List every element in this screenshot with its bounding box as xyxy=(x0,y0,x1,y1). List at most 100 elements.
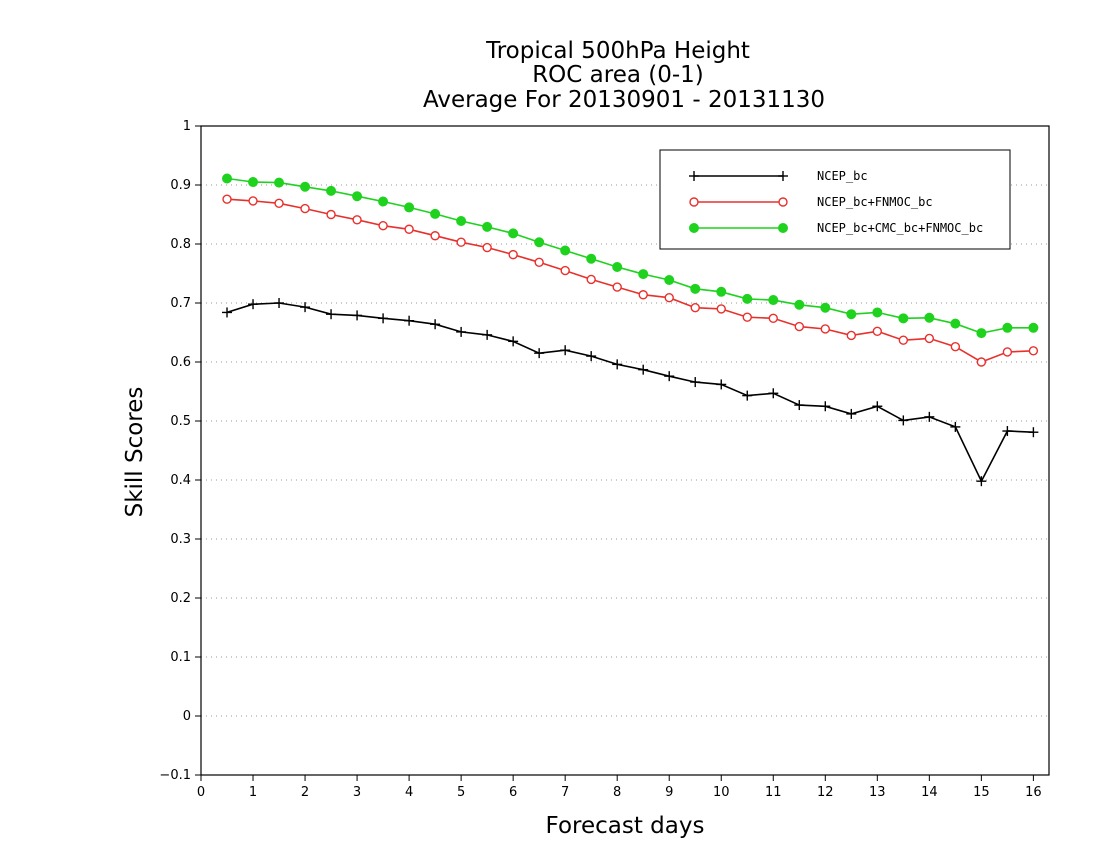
title-line-2: ROC area (0-1) xyxy=(532,62,704,88)
data-point-filled-circle xyxy=(794,299,805,310)
data-point-plus xyxy=(742,390,753,401)
x-tick-label: 14 xyxy=(921,785,938,800)
data-point-plus xyxy=(794,400,805,411)
data-point-plus xyxy=(404,315,415,326)
data-point-plus xyxy=(820,401,831,412)
legend-label: NCEP_bc+CMC_bc+FNMOC_bc xyxy=(817,221,983,235)
data-point-open-circle xyxy=(778,197,788,207)
data-point-filled-circle xyxy=(924,312,935,323)
y-tick-label: 0.5 xyxy=(170,414,191,429)
data-point-filled-circle xyxy=(378,196,389,207)
data-point-filled-circle xyxy=(222,173,233,184)
x-tick-label: 16 xyxy=(1025,785,1042,800)
x-tick-label: 6 xyxy=(509,785,517,800)
y-tick-label: 0.6 xyxy=(170,355,191,370)
x-tick-label: 13 xyxy=(869,785,886,800)
data-point-open-circle xyxy=(872,326,883,337)
data-point-plus xyxy=(950,421,961,432)
data-point-filled-circle xyxy=(638,269,649,280)
data-point-filled-circle xyxy=(404,202,415,213)
legend: NCEP_bc NCEP_bc+FNMOC_bc NCEP_bc+CMC_bc+FN… xyxy=(659,149,1011,250)
legend-entry-1: NCEP_bc xyxy=(689,169,868,183)
data-point-open-circle xyxy=(924,333,935,344)
data-point-filled-circle xyxy=(1028,322,1039,333)
data-point-plus xyxy=(638,364,649,375)
x-tick-label: 5 xyxy=(457,785,465,800)
data-point-plus xyxy=(300,302,311,313)
data-point-filled-circle xyxy=(300,181,311,192)
y-tick-label: 0.3 xyxy=(170,532,191,547)
legend-label: NCEP_bc+FNMOC_bc xyxy=(817,195,933,209)
data-point-filled-circle xyxy=(820,302,831,313)
x-tick-label: 1 xyxy=(249,785,257,800)
chart-title: Tropical 500hPa Height ROC area (0-1) Av… xyxy=(423,38,825,113)
data-point-plus xyxy=(248,299,259,310)
data-point-plus xyxy=(924,411,935,422)
y-tick-label: −0.1 xyxy=(159,768,191,783)
series-layer xyxy=(222,173,1039,487)
data-point-filled-circle xyxy=(326,185,337,196)
data-point-filled-circle xyxy=(778,223,788,233)
data-point-open-circle xyxy=(326,209,336,220)
data-point-filled-circle xyxy=(716,286,727,297)
data-point-filled-circle xyxy=(898,313,909,324)
data-point-open-circle xyxy=(222,194,232,204)
data-point-open-circle xyxy=(430,231,440,241)
data-point-plus xyxy=(456,326,467,337)
y-tick-label: 0.4 xyxy=(170,473,191,488)
legend-label: NCEP_bc xyxy=(817,169,868,183)
grid xyxy=(201,184,1049,717)
data-point-plus xyxy=(508,336,519,347)
plot-frame xyxy=(200,125,1050,776)
y-tick-label: 0.8 xyxy=(170,237,191,252)
data-point-open-circle xyxy=(820,324,830,334)
data-point-plus xyxy=(378,313,389,324)
data-point-open-circle xyxy=(1002,347,1013,357)
x-axis-label: Forecast days xyxy=(546,813,705,839)
data-point-plus xyxy=(586,351,597,362)
data-point-open-circle xyxy=(716,304,726,314)
data-point-open-circle xyxy=(846,330,857,341)
y-tick-label: 0.1 xyxy=(170,650,191,665)
data-point-filled-circle xyxy=(508,228,519,239)
data-point-open-circle xyxy=(1028,346,1039,356)
x-tick-label: 3 xyxy=(353,785,361,800)
data-point-open-circle xyxy=(689,197,699,207)
data-point-open-circle xyxy=(560,265,570,276)
data-point-plus xyxy=(326,309,337,320)
data-point-plus xyxy=(1028,427,1039,438)
data-point-filled-circle xyxy=(664,274,675,285)
data-point-plus xyxy=(689,171,699,181)
data-point-plus xyxy=(716,379,727,390)
series-3 xyxy=(222,173,1039,339)
x-tick-label: 10 xyxy=(713,785,730,800)
legend-box xyxy=(659,149,1011,250)
x-tick-label: 0 xyxy=(197,785,205,800)
data-point-filled-circle xyxy=(612,262,623,273)
data-point-plus xyxy=(534,348,545,359)
data-point-filled-circle xyxy=(456,215,467,226)
x-tick-label: 15 xyxy=(973,785,990,800)
data-point-plus xyxy=(430,319,441,330)
legend-entry-3: NCEP_bc+CMC_bc+FNMOC_bc xyxy=(689,221,983,235)
data-point-open-circle xyxy=(482,242,492,253)
x-tick-label: 7 xyxy=(561,785,569,800)
data-point-filled-circle xyxy=(742,293,753,304)
data-point-open-circle xyxy=(274,198,284,208)
data-point-open-circle xyxy=(352,215,362,225)
data-point-plus xyxy=(768,388,779,399)
data-point-open-circle xyxy=(690,303,700,313)
x-axis: 0 1 2 3 4 5 6 7 8 9 10 11 12 13 14 15 16 xyxy=(197,775,1042,800)
data-point-filled-circle xyxy=(352,191,363,202)
data-point-open-circle xyxy=(508,249,518,260)
data-point-plus xyxy=(482,329,493,340)
data-point-plus xyxy=(274,298,285,308)
data-point-filled-circle xyxy=(768,295,779,306)
x-tick-label: 8 xyxy=(613,785,621,800)
data-point-filled-circle xyxy=(689,223,699,233)
data-point-plus xyxy=(872,401,883,412)
title-line-1: Tropical 500hPa Height xyxy=(485,38,750,64)
y-tick-label: 1 xyxy=(183,119,191,134)
title-line-3: Average For 20130901 - 20131130 xyxy=(423,87,825,113)
